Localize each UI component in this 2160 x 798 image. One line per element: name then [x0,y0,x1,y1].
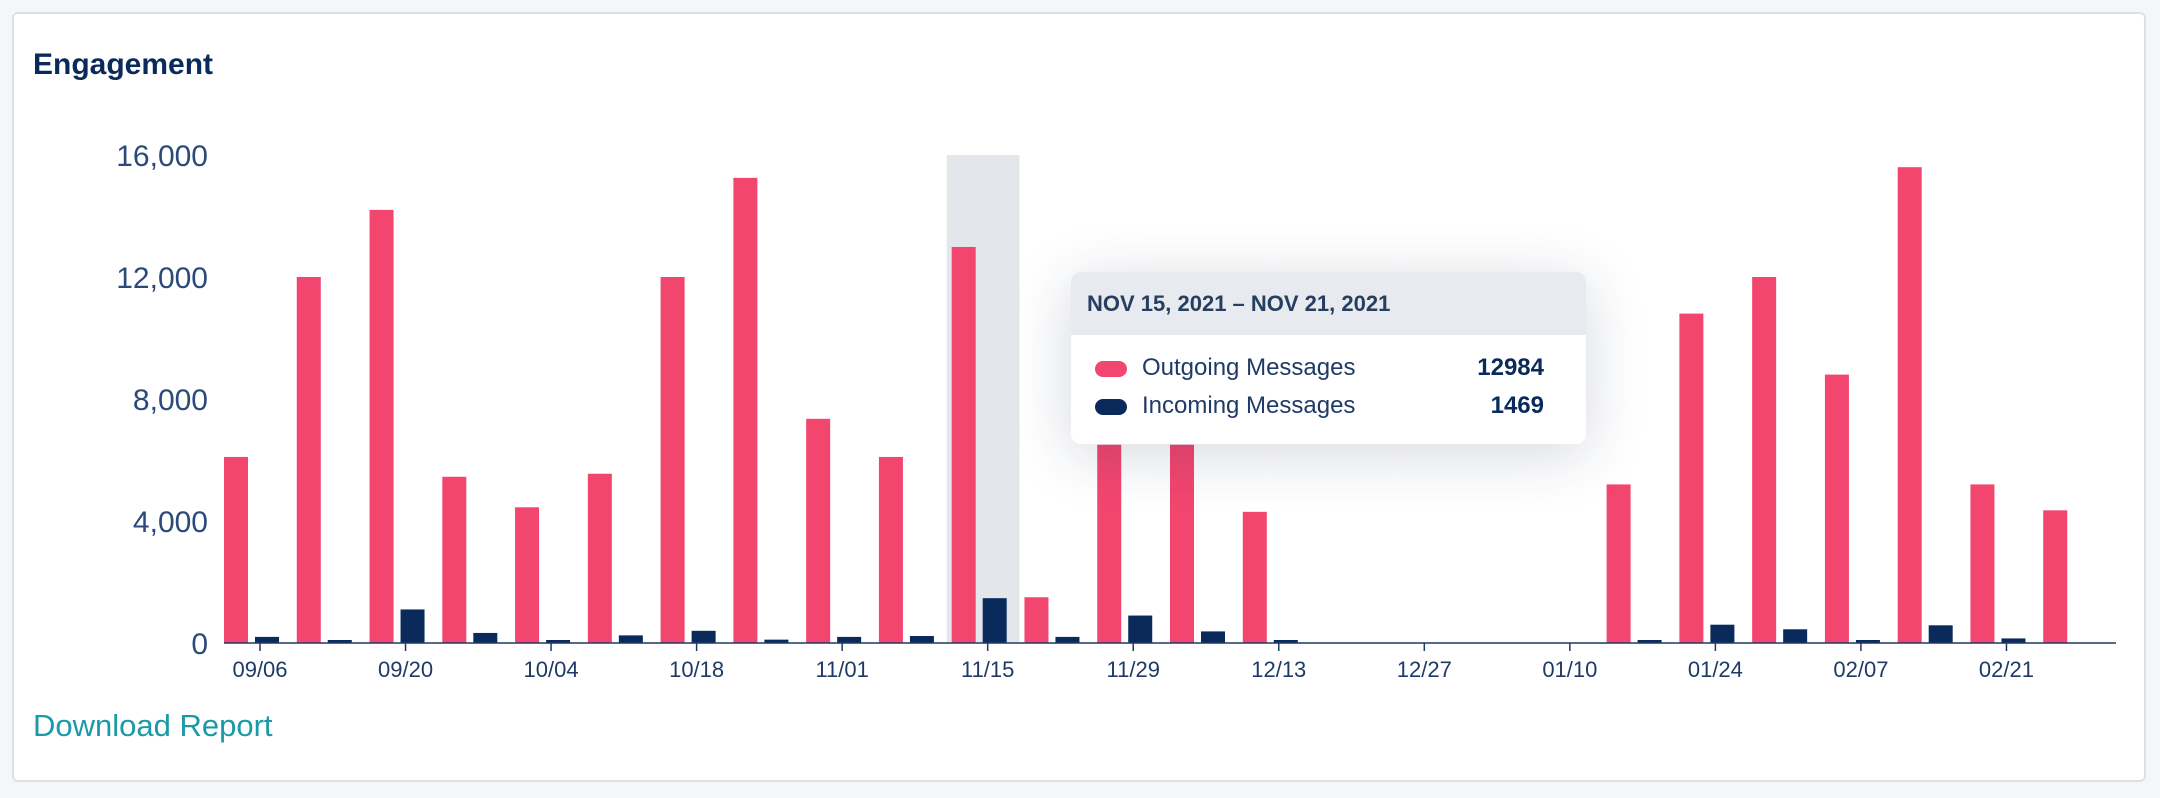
outgoing-bar[interactable] [587,473,612,643]
y-tick-label: 4,000 [133,506,208,539]
outgoing-bar[interactable] [442,476,467,643]
incoming-bar[interactable] [255,636,279,643]
outgoing-bar[interactable] [1679,313,1704,643]
incoming-bar[interactable] [691,630,716,643]
incoming-bar[interactable] [1710,624,1735,643]
outgoing-bar[interactable] [224,456,248,643]
outgoing-bar[interactable] [1824,374,1849,643]
y-tick-label: 12,000 [116,262,208,295]
outgoing-swatch-icon [1095,361,1127,377]
incoming-bar[interactable] [1637,640,1662,643]
x-tick-label: 02/07 [1833,657,1888,682]
tooltip-label: Outgoing Messages [1142,354,1356,381]
tooltip-row-outgoing: Outgoing Messages 12984 [1071,348,1586,386]
incoming-bar[interactable] [1055,636,1080,643]
x-tick-label: 09/20 [378,657,433,682]
incoming-bar[interactable] [618,635,643,643]
incoming-bar[interactable] [2001,638,2026,643]
outgoing-bar[interactable] [951,246,976,643]
incoming-swatch-icon [1095,399,1127,415]
download-report-link[interactable]: Download Report [33,708,273,743]
incoming-bar[interactable] [837,636,862,643]
x-tick-label: 10/18 [669,657,724,682]
incoming-bar[interactable] [546,640,571,643]
outgoing-bar[interactable] [660,277,685,643]
x-tick-label: 09/06 [232,657,287,682]
chart-tooltip: NOV 15, 2021 – NOV 21, 2021 Outgoing Mes… [1071,272,1586,444]
incoming-bar[interactable] [1783,629,1808,643]
outgoing-bar[interactable] [733,177,758,643]
tooltip-row-incoming: Incoming Messages 1469 [1071,386,1586,424]
x-tick-label: 12/27 [1397,657,1452,682]
outgoing-bar[interactable] [296,277,321,643]
y-tick-label: 8,000 [133,384,208,417]
x-tick-label: 01/10 [1542,657,1597,682]
outgoing-bar[interactable] [806,418,831,643]
x-tick-label: 11/01 [815,657,868,682]
outgoing-bar[interactable] [1242,511,1267,643]
incoming-bar[interactable] [400,609,425,643]
incoming-bar[interactable] [473,632,498,643]
incoming-bar[interactable] [909,635,934,643]
incoming-bar[interactable] [327,640,352,643]
incoming-bar[interactable] [1201,631,1225,643]
x-tick-label: 12/13 [1251,657,1306,682]
tooltip-label: Incoming Messages [1142,392,1356,419]
outgoing-bar[interactable] [515,507,540,643]
outgoing-bar[interactable] [1970,484,1995,643]
incoming-bar[interactable] [1928,625,1953,643]
tooltip-value: 12984 [1477,354,1544,381]
x-tick-label: 02/21 [1979,657,2034,682]
incoming-bar[interactable] [1855,640,1880,643]
outgoing-bar[interactable] [1024,597,1049,643]
outgoing-bar[interactable] [878,456,903,643]
outgoing-bar[interactable] [1752,277,1777,643]
y-tick-label: 16,000 [116,140,208,173]
outgoing-bar[interactable] [1897,167,1922,643]
card-title: Engagement [33,48,214,81]
outgoing-bar[interactable] [1170,444,1194,643]
x-tick-label: 01/24 [1688,657,1743,682]
incoming-bar[interactable] [764,639,789,643]
outgoing-bar[interactable] [1097,444,1122,643]
outgoing-bar[interactable] [2043,510,2068,643]
incoming-bar[interactable] [1128,615,1153,643]
outgoing-bar[interactable] [369,209,394,643]
x-tick-label: 10/04 [524,657,579,682]
x-tick-label: 11/29 [1107,657,1160,682]
incoming-bar[interactable] [982,598,1007,643]
x-tick-label: 11/15 [961,657,1014,682]
outgoing-bar[interactable] [1606,484,1631,643]
tooltip-date-range: NOV 15, 2021 – NOV 21, 2021 [1071,272,1586,335]
y-tick-label: 0 [191,628,208,661]
tooltip-value: 1469 [1490,392,1544,419]
incoming-bar[interactable] [1273,640,1298,643]
